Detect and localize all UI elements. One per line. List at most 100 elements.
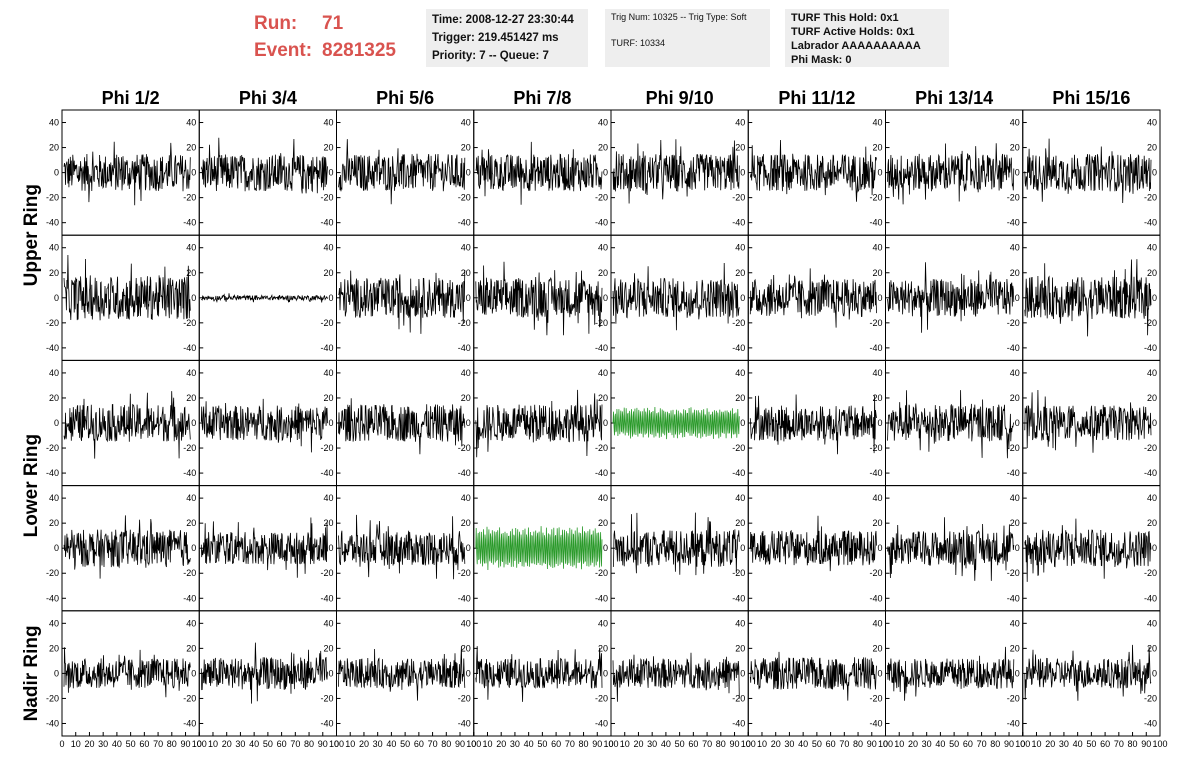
y-tick-label: -40 xyxy=(458,218,471,228)
ring-label: Upper Ring xyxy=(21,184,42,286)
x-tick-label: 0 xyxy=(197,739,202,749)
y-tick-label: 0 xyxy=(740,668,745,678)
y-tick-label: 0 xyxy=(1152,668,1157,678)
waveform-trace xyxy=(200,642,328,704)
y-tick-label: -20 xyxy=(458,568,471,578)
waveform-trace xyxy=(338,139,466,205)
waveform-trace xyxy=(749,515,877,572)
y-tick-label: 0 xyxy=(740,168,745,178)
y-tick-label: -20 xyxy=(732,568,745,578)
y-tick-label: -40 xyxy=(458,718,471,728)
x-tick-label: 90 xyxy=(1141,739,1151,749)
y-tick-label: 0 xyxy=(328,293,333,303)
y-tick-label: 0 xyxy=(466,543,471,553)
x-tick-label: 70 xyxy=(702,739,712,749)
y-tick-label: 40 xyxy=(49,243,59,253)
y-tick-label: -20 xyxy=(732,443,745,453)
y-tick-label: 20 xyxy=(1010,143,1020,153)
y-tick-label: -20 xyxy=(46,443,59,453)
y-tick-label: -40 xyxy=(869,343,882,353)
x-tick-label: 100 xyxy=(878,739,893,749)
y-tick-label: -20 xyxy=(320,318,333,328)
x-tick-label: 60 xyxy=(277,739,287,749)
y-tick-label: 20 xyxy=(598,393,608,403)
x-tick-label: 20 xyxy=(908,739,918,749)
y-tick-label: 40 xyxy=(598,618,608,628)
waveform-trace xyxy=(612,139,740,204)
y-tick-label: 40 xyxy=(323,618,333,628)
y-tick-label: 40 xyxy=(1010,493,1020,503)
y-tick-label: 40 xyxy=(1010,618,1020,628)
x-tick-label: 80 xyxy=(167,739,177,749)
y-tick-label: 0 xyxy=(328,168,333,178)
x-tick-label: 70 xyxy=(428,739,438,749)
y-tick-label: 20 xyxy=(1010,393,1020,403)
y-tick-label: -40 xyxy=(183,218,196,228)
x-tick-label: 0 xyxy=(608,739,613,749)
y-tick-label: 0 xyxy=(603,543,608,553)
y-tick-label: -40 xyxy=(732,718,745,728)
y-tick-label: -40 xyxy=(1144,218,1157,228)
y-tick-label: 0 xyxy=(328,418,333,428)
y-tick-label: 20 xyxy=(461,268,471,278)
y-tick-label: 40 xyxy=(735,368,745,378)
x-tick-label: 60 xyxy=(139,739,149,749)
x-tick-label: 60 xyxy=(414,739,424,749)
y-tick-label: 0 xyxy=(328,668,333,678)
x-tick-label: 60 xyxy=(688,739,698,749)
x-tick-label: 10 xyxy=(345,739,355,749)
y-tick-label: 20 xyxy=(735,518,745,528)
y-tick-label: 20 xyxy=(323,643,333,653)
y-tick-label: -40 xyxy=(1007,218,1020,228)
column-header: Phi 3/4 xyxy=(239,88,297,108)
waveform-trace xyxy=(749,139,877,202)
waveform-trace xyxy=(887,646,1015,701)
x-tick-label: 90 xyxy=(592,739,602,749)
y-tick-label: -20 xyxy=(869,318,882,328)
x-tick-label: 20 xyxy=(84,739,94,749)
y-tick-label: 40 xyxy=(1010,243,1020,253)
y-tick-label: 40 xyxy=(1147,118,1157,128)
x-tick-label: 70 xyxy=(153,739,163,749)
y-tick-label: 20 xyxy=(1147,268,1157,278)
y-tick-label: -20 xyxy=(1144,693,1157,703)
y-tick-label: 0 xyxy=(54,418,59,428)
x-tick-label: 50 xyxy=(1086,739,1096,749)
y-tick-label: 40 xyxy=(461,243,471,253)
y-tick-label: 40 xyxy=(735,243,745,253)
y-tick-label: 40 xyxy=(186,118,196,128)
x-tick-label: 100 xyxy=(1015,739,1030,749)
trig-num-text: Trig Num: 10325 -- Trig Type: Soft xyxy=(611,12,747,22)
y-tick-label: 40 xyxy=(186,243,196,253)
y-tick-label: 20 xyxy=(49,268,59,278)
y-tick-label: 0 xyxy=(740,293,745,303)
waveform-trace xyxy=(612,406,740,440)
y-tick-label: -20 xyxy=(1144,568,1157,578)
waveform-trace xyxy=(63,647,191,698)
y-tick-label: 40 xyxy=(186,368,196,378)
turf-active-text: TURF Active Holds: 0x1 xyxy=(791,26,915,38)
y-tick-label: -40 xyxy=(458,593,471,603)
y-tick-label: 20 xyxy=(323,143,333,153)
y-tick-label: -20 xyxy=(732,693,745,703)
x-tick-label: 10 xyxy=(620,739,630,749)
waveform-trace xyxy=(887,262,1015,333)
y-tick-label: -40 xyxy=(595,468,608,478)
x-tick-label: 10 xyxy=(482,739,492,749)
y-tick-label: 20 xyxy=(598,643,608,653)
y-tick-label: -20 xyxy=(1144,193,1157,203)
x-tick-label: 90 xyxy=(730,739,740,749)
column-header: Phi 15/16 xyxy=(1052,88,1130,108)
y-tick-label: 20 xyxy=(735,268,745,278)
y-tick-label: -40 xyxy=(320,468,333,478)
y-tick-label: -40 xyxy=(869,468,882,478)
y-tick-label: -40 xyxy=(320,718,333,728)
waveform-trace xyxy=(338,398,466,455)
x-tick-label: 20 xyxy=(359,739,369,749)
run-value: 71 xyxy=(322,13,344,34)
y-tick-label: -40 xyxy=(458,468,471,478)
y-tick-label: 20 xyxy=(323,268,333,278)
y-tick-label: 0 xyxy=(54,293,59,303)
y-tick-label: 0 xyxy=(466,168,471,178)
y-tick-label: -20 xyxy=(183,443,196,453)
